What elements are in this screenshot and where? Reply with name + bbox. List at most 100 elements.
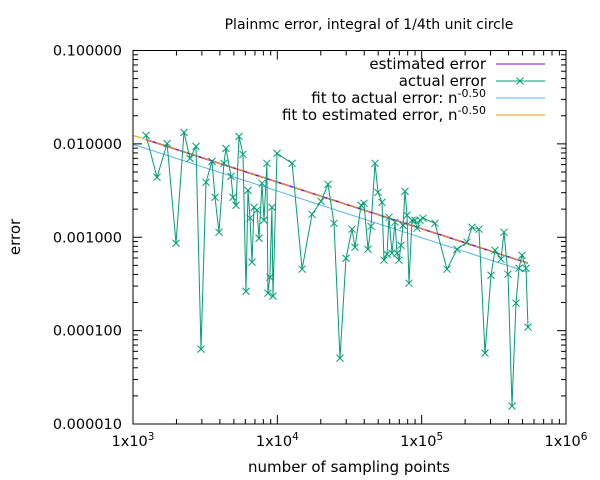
legend-item: fit to actual error: n-0.50 <box>311 87 545 107</box>
marker-stroke <box>172 239 180 248</box>
actual-error-point <box>360 199 368 208</box>
y-tick-label: 0.000100 <box>53 324 122 340</box>
x-tick-label: 1x106 <box>545 431 588 450</box>
marker-stroke <box>264 289 272 297</box>
marker-stroke <box>258 179 266 188</box>
x-tick-label: 1x103 <box>112 431 155 450</box>
marker-stroke <box>242 287 250 296</box>
marker-stroke <box>317 197 325 206</box>
legend-item: estimated error <box>369 55 545 73</box>
marker-stroke <box>399 221 407 230</box>
marker-stroke <box>227 172 235 181</box>
actual-error-point <box>273 149 281 158</box>
marker-stroke <box>518 251 526 260</box>
actual-error-point <box>522 264 530 273</box>
axis-ticks <box>132 50 567 425</box>
marker-stroke <box>468 223 476 232</box>
marker-stroke <box>232 201 240 210</box>
marker-stroke <box>253 206 261 215</box>
actual-error-point <box>222 144 230 153</box>
actual-error-point <box>399 221 407 230</box>
actual-error-point <box>512 299 520 307</box>
marker-stroke <box>391 218 399 227</box>
marker-stroke <box>153 173 161 182</box>
actual-error-line <box>145 132 529 407</box>
marker-stroke <box>453 245 461 254</box>
y-tick-label: 0.000010 <box>53 417 122 433</box>
actual-error-point <box>408 216 416 225</box>
actual-error-point <box>393 249 401 258</box>
legend-marker <box>516 77 524 85</box>
actual-error-point <box>405 279 413 288</box>
actual-error-point <box>263 159 271 168</box>
marker-stroke <box>378 198 386 207</box>
marker-stroke <box>330 219 338 228</box>
actual-error-point <box>266 273 274 282</box>
actual-error-point <box>163 139 171 148</box>
marker-stroke <box>487 271 495 280</box>
marker-stroke <box>481 349 489 357</box>
actual-error-markers <box>142 128 532 410</box>
marker-stroke <box>208 157 216 166</box>
x-axis-label: number of sampling points <box>248 458 450 476</box>
marker-stroke <box>475 225 483 234</box>
actual-error-point <box>208 157 216 166</box>
actual-error-point <box>463 238 471 247</box>
actual-error-point <box>518 251 526 260</box>
marker-stroke <box>403 211 411 220</box>
actual-error-point <box>248 258 256 267</box>
actual-error-point <box>401 187 409 196</box>
y-tick-label: 0.010000 <box>53 137 122 153</box>
actual-error-point <box>142 131 150 140</box>
marker-stroke <box>298 265 306 274</box>
actual-error-point <box>500 228 508 237</box>
y-axis-label: error <box>6 218 24 255</box>
marker-stroke <box>342 254 350 263</box>
marker-stroke <box>220 159 228 168</box>
actual-error-point <box>264 289 272 297</box>
legend-item: actual error <box>399 72 545 90</box>
actual-error-point <box>504 270 512 279</box>
marker-stroke <box>248 258 256 267</box>
marker-stroke <box>268 203 276 212</box>
marker-stroke <box>393 249 401 258</box>
actual-error-point <box>431 219 439 228</box>
y-tick-label: 0.100000 <box>53 44 122 60</box>
actual-error-point <box>229 193 237 202</box>
actual-error-point <box>336 354 344 362</box>
marker-stroke <box>395 256 403 265</box>
actual-error-point <box>397 241 405 250</box>
marker-stroke <box>380 256 388 265</box>
marker-stroke <box>360 199 368 208</box>
marker-stroke <box>508 402 516 410</box>
actual-error-point <box>242 287 250 296</box>
marker-stroke <box>288 159 296 168</box>
marker-stroke <box>364 245 372 254</box>
actual-error-point <box>443 265 451 274</box>
actual-error-point <box>508 402 516 410</box>
actual-error-point <box>239 150 247 159</box>
actual-error-point <box>215 228 223 237</box>
actual-error-point <box>391 218 399 227</box>
actual-error-point <box>260 216 268 225</box>
marker-stroke <box>491 246 499 255</box>
actual-error-point <box>317 197 325 206</box>
marker-stroke <box>222 144 230 153</box>
actual-error-point <box>269 292 277 301</box>
marker-stroke <box>308 210 316 219</box>
legend-label: estimated error <box>369 55 486 73</box>
actual-error-point <box>258 179 266 188</box>
actual-error-point <box>180 128 188 137</box>
actual-error-point <box>364 245 372 254</box>
marker-stroke <box>215 228 223 237</box>
actual-error-point <box>288 159 296 168</box>
marker-stroke <box>397 241 405 250</box>
actual-error-point <box>268 203 276 212</box>
actual-error-point <box>524 323 532 331</box>
marker-stroke <box>180 128 188 137</box>
marker-stroke <box>202 178 210 187</box>
marker-stroke <box>515 264 523 273</box>
marker-stroke <box>351 243 359 252</box>
